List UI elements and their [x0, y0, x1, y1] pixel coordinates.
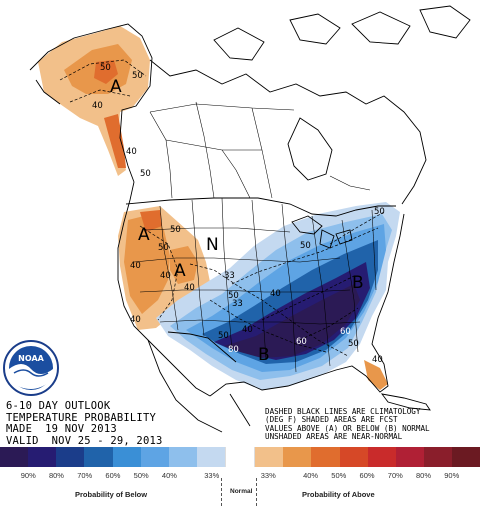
- legend-swatch: [283, 447, 312, 467]
- note-line-2: (DEG F) SHADED AREAS ARE FCST: [265, 415, 398, 425]
- region-label-south: B: [258, 345, 270, 365]
- legend-swatch: [339, 447, 368, 467]
- note-line-3: VALUES ABOVE (A) OR BELOW (B) NORMAL: [265, 423, 430, 433]
- legend-swatch: [140, 447, 169, 467]
- us-canada-border: [125, 197, 396, 217]
- outlook-valid-range: VALID NOV 25 - 29, 2013: [6, 434, 163, 447]
- legend-swatch: [168, 447, 197, 467]
- contour-label: 50: [374, 207, 385, 217]
- legend-swatch: [423, 447, 452, 467]
- outlook-title: 6-10 DAY OUTLOOK TEMPERATURE PROBABILITY…: [6, 400, 163, 447]
- legend-swatch: [28, 447, 57, 467]
- contour-label: 33: [232, 299, 243, 309]
- contour-label: 40: [242, 325, 253, 335]
- legend-tick-label: 80%: [416, 471, 432, 480]
- legend-swatch: [0, 447, 29, 467]
- contour-label: 50: [348, 339, 359, 349]
- legend-below-label: Probability of Below: [75, 490, 148, 499]
- contour-label: 40: [270, 289, 281, 299]
- legend-tick-label: 33%: [260, 471, 276, 480]
- legend-swatch: [311, 447, 340, 467]
- legend-tick-label: 40%: [161, 471, 177, 480]
- map-notes: DASHED BLACK LINES ARE CLIMATOLOGY (DEG …: [265, 407, 430, 441]
- legend-divider-right: [256, 478, 257, 506]
- note-line-1: DASHED BLACK LINES ARE CLIMATOLOGY: [265, 407, 421, 416]
- region-label-east: B: [352, 273, 364, 293]
- hudson-bay: [287, 117, 333, 181]
- contour-label: 40: [372, 355, 383, 365]
- legend-tick-label: 60%: [105, 471, 121, 480]
- west-coast: [117, 181, 211, 397]
- north-canada-coast: [149, 5, 471, 205]
- contour-label: 60: [296, 337, 307, 347]
- legend-above-label: Probability of Above: [302, 490, 375, 499]
- legend-tick-label: 70%: [387, 471, 403, 480]
- contour-label: 40: [130, 261, 141, 271]
- region-label-great-basin: A: [174, 261, 186, 281]
- noaa-logo-text: NOAA: [18, 354, 44, 363]
- outlook-made-date: MADE 19 NOV 2013: [6, 423, 117, 435]
- region-label-normal: N: [206, 235, 219, 255]
- contour-label: 50: [218, 331, 229, 341]
- contour-label: 60: [340, 327, 351, 337]
- legend-normal-label: Normal: [230, 488, 253, 495]
- contour-label: 40: [126, 147, 137, 157]
- legend-swatch: [255, 447, 284, 467]
- legend-swatch: [367, 447, 396, 467]
- noaa-logo-icon: NOAA: [3, 340, 59, 396]
- legend-tick-label: 50%: [133, 471, 149, 480]
- region-label-pacific-nw: A: [138, 225, 150, 245]
- legend-swatch: [395, 447, 424, 467]
- contour-label: 33: [224, 271, 235, 281]
- legend-tick-label: 80%: [48, 471, 64, 480]
- legend-swatch: [225, 447, 256, 467]
- contour-label: 50: [100, 63, 111, 73]
- contour-label: 40: [160, 271, 171, 281]
- legend-swatch: [56, 447, 85, 467]
- outlook-map: A A A N B B 50 40 50 40 50 50 50 40 40 3…: [29, 5, 471, 433]
- gulf-coast: [209, 213, 405, 397]
- contour-label: 50: [140, 169, 151, 179]
- legend-swatch: [84, 447, 113, 467]
- contour-label: 50: [300, 241, 311, 251]
- contour-label: 50: [132, 71, 143, 81]
- alaska-coast: [29, 23, 153, 183]
- contour-label: 80: [228, 345, 239, 355]
- contour-label: 50: [228, 291, 239, 301]
- legend-ticks: 90% 80% 70% 60% 50% 40% 33% 33% 40% 50% 60% 70% 80% 9…: [0, 471, 480, 483]
- contour-label: 40: [92, 101, 103, 111]
- cuba: [380, 393, 431, 411]
- legend-tick-label: 50%: [331, 471, 347, 480]
- contour-label: 40: [184, 283, 195, 293]
- legend-color-bar: [0, 447, 480, 467]
- contour-label: 40: [130, 315, 141, 325]
- legend-tick-label: 40%: [303, 471, 319, 480]
- legend-swatch: [452, 447, 480, 467]
- legend-divider-left: [221, 478, 222, 506]
- legend-tick-label: 33%: [204, 471, 220, 480]
- contour-label: 50: [158, 243, 169, 253]
- great-lakes: [291, 215, 353, 249]
- legend-tick-label: 60%: [359, 471, 375, 480]
- legend-swatch: [196, 447, 225, 467]
- us-mexico-border: [167, 331, 237, 363]
- outlook-line-2: TEMPERATURE PROBABILITY: [6, 411, 156, 424]
- legend-tick-label: 90%: [444, 471, 460, 480]
- mexico-coast: [147, 339, 251, 433]
- region-label-alaska: A: [110, 77, 122, 97]
- legend-tick-label: 70%: [77, 471, 93, 480]
- note-line-4: UNSHADED AREAS ARE NEAR-NORMAL: [265, 431, 403, 441]
- legend-tick-label: 90%: [20, 471, 36, 480]
- legend-swatch: [112, 447, 141, 467]
- outlook-line-1: 6-10 DAY OUTLOOK: [6, 400, 111, 412]
- contour-label: 50: [170, 225, 181, 235]
